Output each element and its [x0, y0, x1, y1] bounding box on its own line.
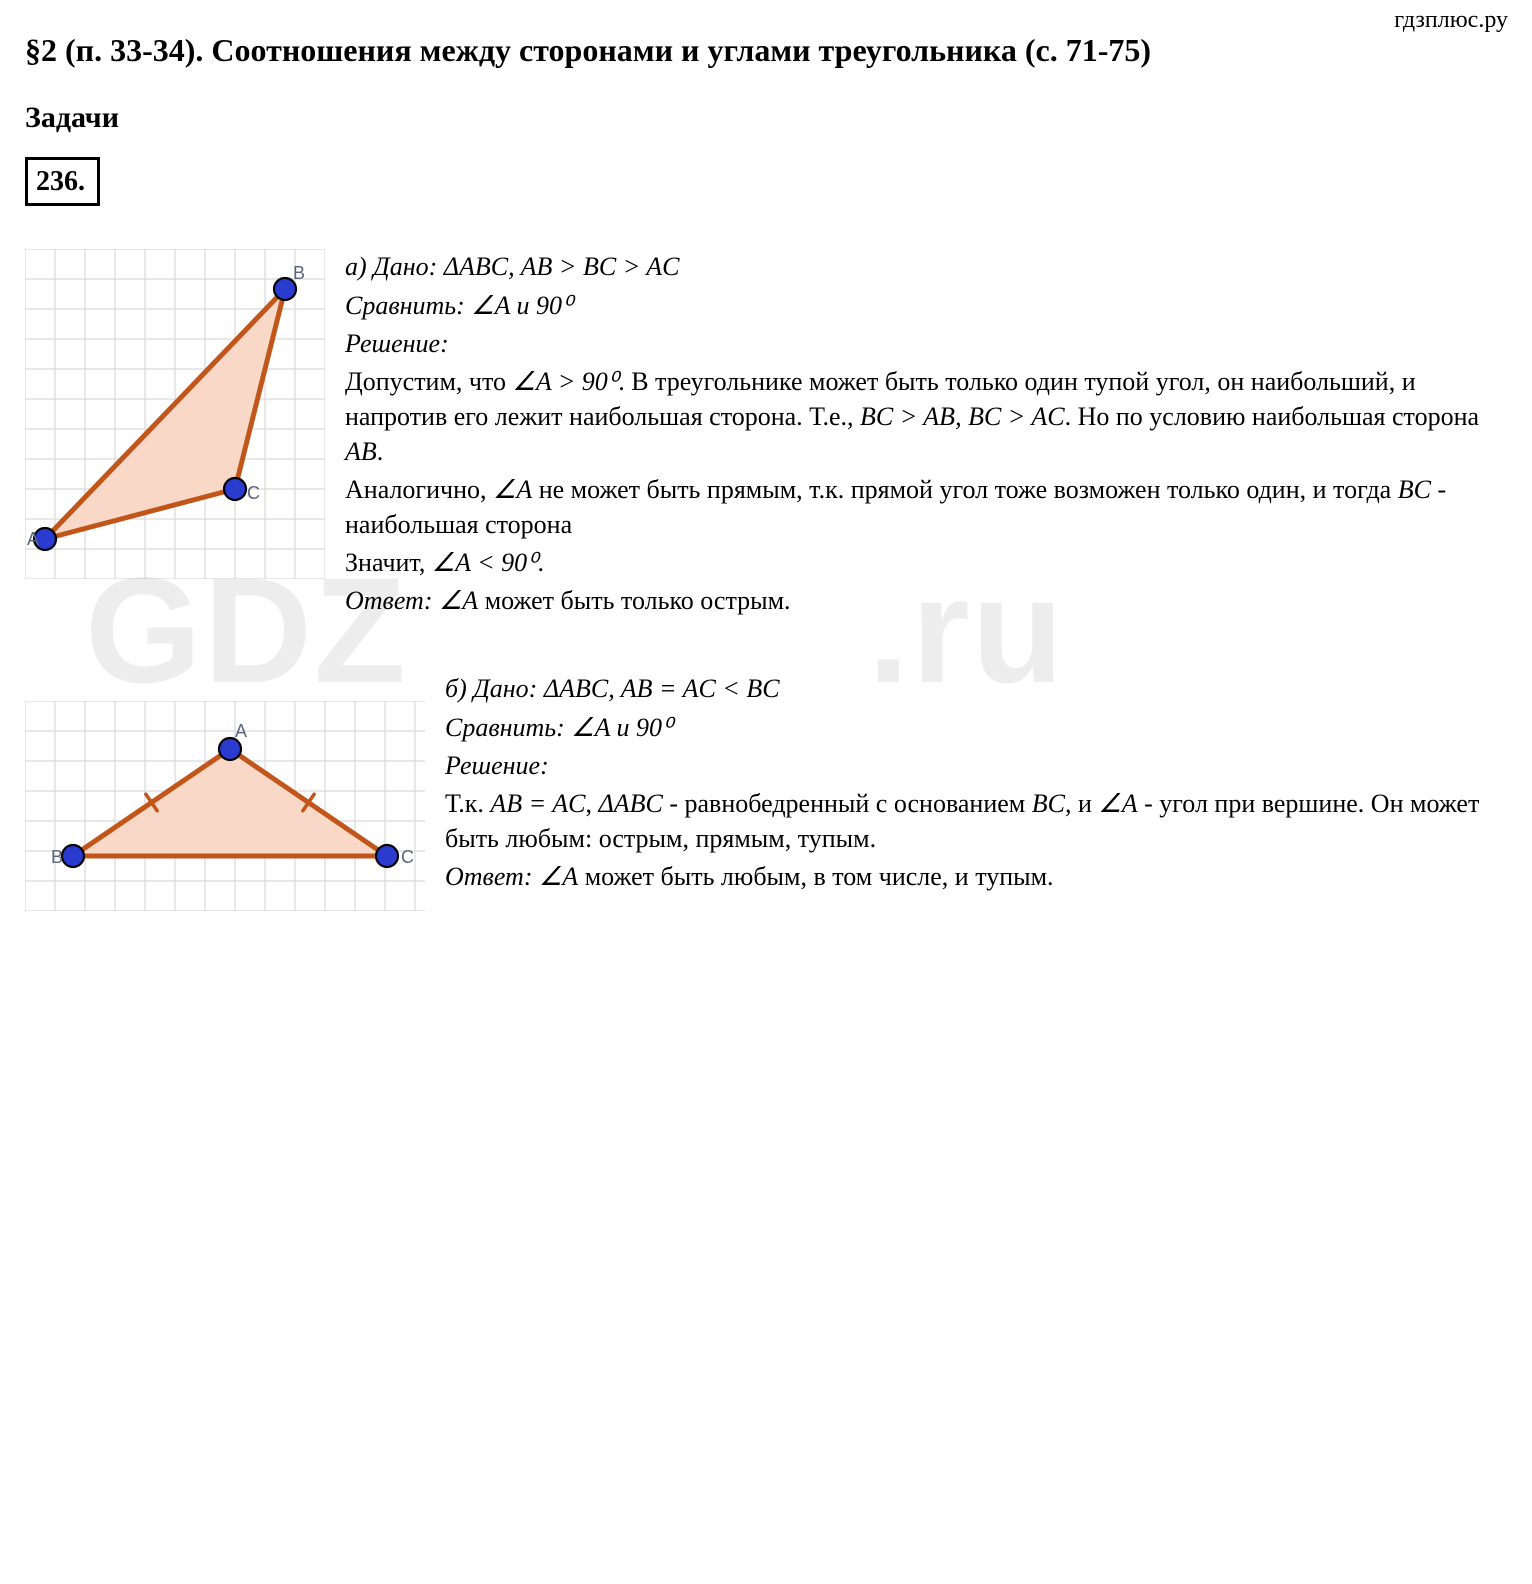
svg-text:B: B: [293, 263, 305, 283]
svg-text:A: A: [27, 529, 39, 549]
svg-text:B: B: [51, 847, 63, 867]
compare-label: Сравнить:: [445, 713, 571, 742]
given-math: ΔABC, AB > BC > AC: [444, 252, 680, 281]
given-math: ΔABC, AB = AC < BC: [544, 674, 780, 703]
compare-math: ∠A и 90⁰: [571, 713, 672, 742]
tasks-heading: Задачи: [25, 98, 1507, 139]
part-a-answer: Ответ: ∠A может быть только острым.: [25, 583, 1507, 618]
svg-text:C: C: [401, 847, 414, 867]
answer-label: Ответ:: [345, 586, 439, 615]
figure-a: A B C: [25, 249, 325, 588]
compare-math: ∠A и 90⁰: [471, 291, 572, 320]
given-label: а) Дано:: [345, 252, 444, 281]
part-b: A B C б) Дано: ΔABC, AB = AC < BC Сравнить…: [25, 671, 1507, 930]
svg-text:C: C: [247, 483, 260, 503]
given-label: б) Дано:: [445, 674, 544, 703]
figure-b: A B C: [25, 701, 425, 920]
answer-label: Ответ:: [445, 862, 539, 891]
section-heading: §2 (п. 33-34). Соотношения между сторона…: [25, 29, 1507, 72]
svg-text:A: A: [235, 721, 247, 741]
problem-number-box: 236.: [25, 157, 100, 207]
diagram-a: A B C: [25, 249, 325, 579]
compare-label: Сравнить:: [345, 291, 471, 320]
part-a: GDZ.ru ABC а) Дано: ΔABC, AB > BC > AC С…: [25, 249, 1507, 621]
site-tag: гдзплюс.ру: [1394, 4, 1508, 36]
diagram-b: A B C: [25, 701, 425, 911]
